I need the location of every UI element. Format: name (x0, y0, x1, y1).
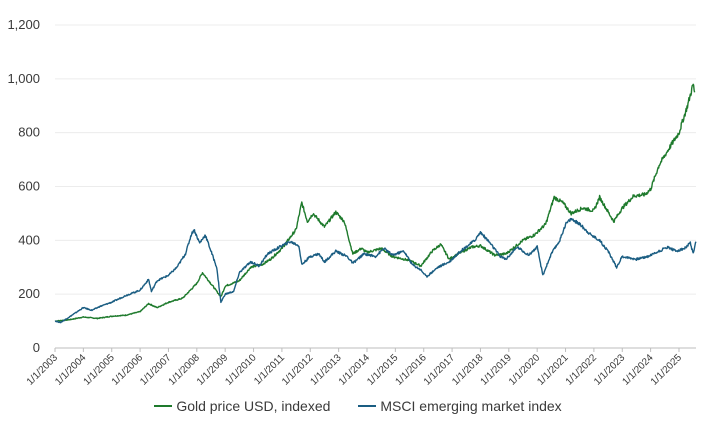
x-tick-label: 1/1/2010 (223, 352, 259, 388)
x-tick-label: 1/1/2025 (649, 352, 685, 388)
x-axis: 1/1/20031/1/20041/1/20051/1/20061/1/2007… (25, 348, 685, 388)
legend-label-msci: MSCI emerging market index (380, 398, 562, 414)
y-tick-label: 400 (18, 232, 40, 247)
legend: Gold price USD, indexed MSCI emerging ma… (0, 398, 716, 414)
y-tick-label: 800 (18, 125, 40, 140)
series-lines (54, 83, 697, 324)
series-line-gold (54, 83, 696, 322)
series-line-msci (54, 217, 697, 324)
y-tick-label: 1,000 (7, 71, 40, 86)
legend-item-msci: MSCI emerging market index (358, 398, 562, 414)
y-tick-label: 600 (18, 179, 40, 194)
legend-swatch-gold (154, 405, 173, 407)
legend-swatch-msci (358, 405, 377, 407)
y-tick-label: 200 (18, 286, 40, 301)
y-tick-label: 0 (33, 340, 40, 355)
legend-label-gold: Gold price USD, indexed (176, 398, 331, 414)
y-tick-label: 1,200 (7, 17, 40, 32)
legend-item-gold: Gold price USD, indexed (154, 398, 330, 414)
gridlines (55, 24, 696, 349)
y-axis: 0 200 400 600 800 1,000 1,200 (7, 17, 40, 355)
